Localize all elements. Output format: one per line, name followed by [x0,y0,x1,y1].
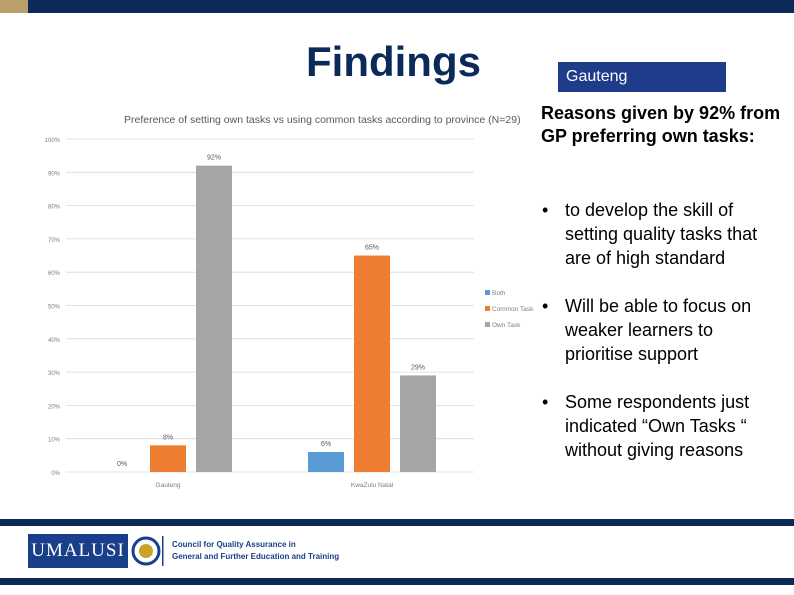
data-label: 0% [117,461,127,468]
y-tick-label: 0% [51,471,60,477]
bar [196,165,232,472]
legend-label: Own Task [492,322,521,329]
y-tick-label: 50% [48,305,61,311]
reason-item: • Will be able to focus on weaker learner… [540,294,780,366]
legend-label: Common Task [492,306,534,313]
bar [400,375,436,472]
bar [150,445,186,472]
council-text: Council for Quality Assurance in General… [172,539,339,563]
bar-chart: Preference of setting own tasks vs using… [45,114,535,489]
reasons-list: • to develop the skill of setting quality… [540,198,780,486]
council-line-2: General and Further Education and Traini… [172,552,340,561]
council-line-1: Council for Quality Assurance in [172,540,296,549]
bar [354,255,390,472]
bullet-glyph: • [542,296,549,316]
y-tick-label: 100% [45,138,61,144]
legend-swatch [485,306,490,311]
y-tick-label: 70% [48,238,61,244]
bullet-glyph: • [542,200,549,220]
umalusi-logo: UMALUSI [28,534,128,568]
bullet-glyph: • [542,392,549,412]
x-tick-label: Gauteng [156,482,181,489]
chart-title: Preference of setting own tasks vs using… [124,114,521,126]
reason-text: Will be able to focus on weaker learners… [565,296,752,364]
y-tick-label: 30% [48,371,61,377]
data-label: 29% [411,364,425,371]
reason-text: Some respondents just indicated “Own Tas… [565,392,750,460]
legend-swatch [485,322,490,327]
province-tag: Gauteng [558,62,726,92]
data-label: 65% [365,245,379,252]
footer-band-bottom [0,578,794,585]
y-tick-label: 90% [48,171,61,177]
reason-text: to develop the skill of setting quality … [565,200,758,268]
bar [308,452,344,472]
reason-item: • Some respondents just indicated “Own Ta… [540,390,780,462]
umalusi-emblem-icon [131,536,164,566]
y-tick-label: 10% [48,438,61,444]
slide-title: Findings [306,38,481,85]
data-label: 8% [163,434,173,441]
x-tick-label: KwaZulu Natal [351,482,394,489]
legend-swatch [485,290,490,295]
data-label: 6% [321,441,331,448]
y-tick-label: 20% [48,404,61,410]
top-bar-accent [0,0,28,13]
top-bar [0,0,794,13]
y-tick-label: 60% [48,271,61,277]
data-label: 92% [207,155,221,162]
legend-label: Both [492,290,506,297]
y-tick-label: 80% [48,205,61,211]
footer-band-top [0,519,794,526]
reasons-heading: Reasons given by 92% from GP preferring … [541,103,781,146]
reason-item: • to develop the skill of setting quality… [540,198,780,270]
y-tick-label: 40% [48,338,61,344]
